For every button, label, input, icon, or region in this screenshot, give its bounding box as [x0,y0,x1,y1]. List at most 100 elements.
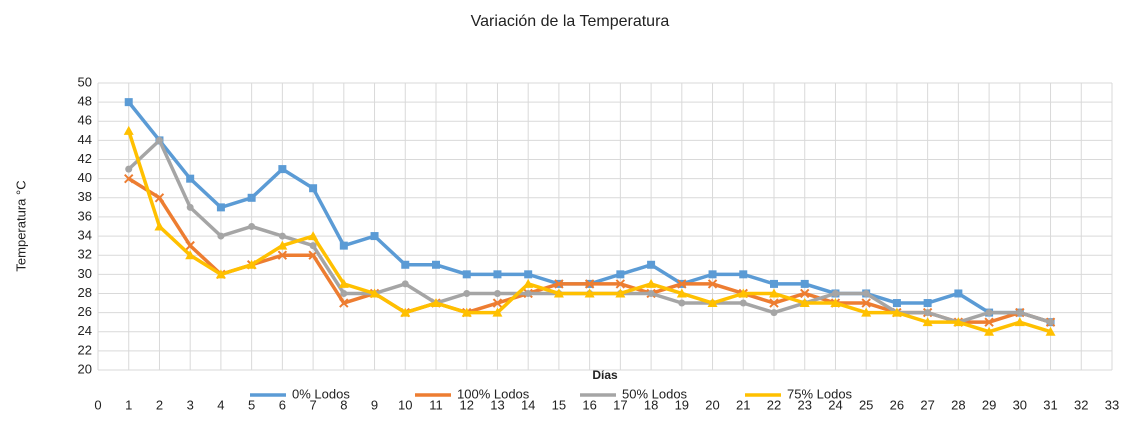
legend-label: 75% Lodos [787,386,853,401]
marker [461,307,472,317]
x-tick-label: 29 [982,397,996,412]
marker [463,289,471,297]
marker [954,289,963,298]
x-tick-label: 31 [1043,397,1057,412]
marker [800,279,809,288]
marker [431,298,441,308]
marker [830,298,841,308]
marker [369,288,380,298]
marker [616,270,625,279]
marker [339,241,348,250]
marker [339,298,349,308]
marker [400,307,411,317]
marker [492,298,503,308]
x-tick-label: 3 [187,397,194,412]
marker [462,270,471,279]
x-tick-label: 19 [675,397,689,412]
y-tick-label: 20 [78,361,92,376]
x-tick-label: 15 [552,397,566,412]
x-tick-label: 14 [521,397,535,412]
marker [800,288,810,299]
x-tick-label: 16 [582,397,596,412]
y-tick-label: 40 [78,170,92,185]
marker [953,317,964,327]
y-tick-label: 24 [78,323,92,338]
marker [676,288,687,298]
x-tick-label: 32 [1074,397,1088,412]
marker [677,279,687,289]
legend-label: 0% Lodos [292,386,350,401]
x-tick-label: 30 [1013,397,1027,412]
x-tick-label: 18 [644,397,658,412]
marker [1045,326,1056,336]
x-tick-label: 27 [920,397,934,412]
x-tick-label: 21 [736,397,750,412]
x-tick-label: 4 [217,397,224,412]
marker [985,309,993,317]
marker [584,288,595,298]
marker [922,317,933,327]
x-tick-label: 5 [248,397,255,412]
x-tick-label: 8 [340,397,347,412]
x-tick-label: 12 [459,397,473,412]
marker [707,279,718,289]
chart-title: Variación de la Temperatura [471,13,670,30]
marker [246,259,257,269]
marker [524,270,533,279]
marker [923,299,932,308]
y-tick-label: 46 [78,113,92,128]
x-tick-label: 24 [828,397,842,412]
y-tick-label: 44 [78,132,92,147]
marker [125,165,133,173]
marker [647,260,656,269]
x-tick-label: 28 [951,397,965,412]
marker [401,280,409,288]
y-tick-label: 26 [78,304,92,319]
marker [553,288,564,298]
x-tick-label: 10 [398,397,412,412]
y-tick-label: 42 [78,151,92,166]
marker [248,223,256,230]
x-tick-label: 2 [156,397,163,412]
marker [185,240,195,251]
y-tick-label: 32 [78,247,92,262]
x-tick-label: 22 [767,397,781,412]
marker [277,240,288,250]
marker [432,260,440,269]
series [123,125,1056,336]
x-tick-label: 25 [859,397,873,412]
x-tick-label: 6 [279,397,286,412]
x-axis-label: Días [592,368,618,382]
legend-label: 50% Lodos [622,386,688,401]
marker [615,288,626,298]
marker [493,289,501,297]
marker [278,232,286,240]
marker [1047,318,1055,326]
marker [186,174,195,183]
marker [891,307,902,317]
marker [770,309,778,317]
marker [615,279,626,289]
x-tick-label: 0 [94,397,101,412]
marker [1014,317,1025,327]
marker [770,279,778,288]
y-tick-label: 28 [78,285,92,300]
marker [554,279,564,289]
y-tick-label: 34 [78,228,92,243]
marker [278,165,287,174]
marker [370,232,379,241]
x-tick-label: 26 [890,397,904,412]
y-tick-label: 36 [78,208,92,223]
marker [799,298,810,308]
marker [308,231,319,241]
marker [769,288,779,298]
marker [123,125,134,135]
marker [124,173,134,184]
marker [708,270,717,279]
marker [984,326,995,336]
marker [1016,309,1024,317]
marker [492,307,503,317]
marker [309,184,318,193]
x-tick-label: 7 [309,397,316,412]
